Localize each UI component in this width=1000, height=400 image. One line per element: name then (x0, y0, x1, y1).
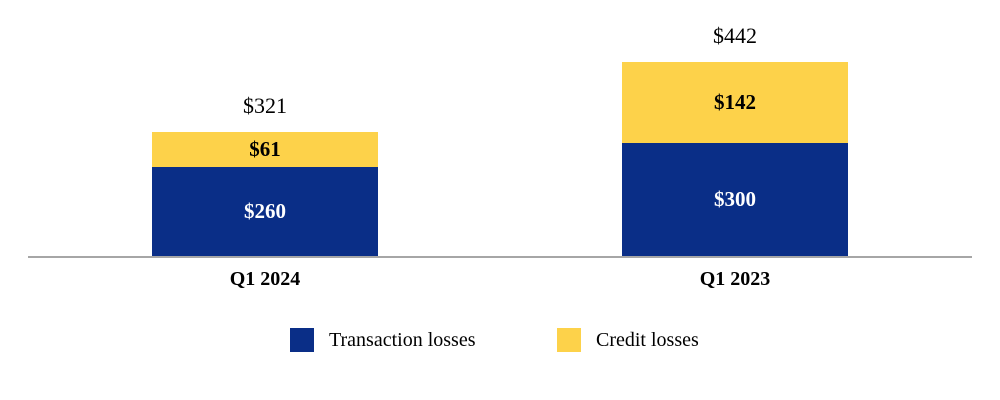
legend-item-transaction-losses: Transaction losses (290, 328, 475, 352)
total-label-q1-2024: $321 (243, 93, 287, 118)
category-label-q1-2024: Q1 2024 (229, 268, 301, 290)
x-axis-line (28, 256, 972, 258)
bar-q1-2024: $61 $260 (152, 132, 378, 256)
legend-swatch-credit-losses (557, 328, 581, 352)
bar-q1-2023: $142 $300 (622, 62, 848, 256)
category-label-q1-2023: Q1 2023 (699, 268, 771, 290)
bar-segment-credit-losses-q1-2024: $61 (152, 132, 378, 167)
legend-label-transaction-losses: Transaction losses (329, 328, 476, 351)
bar-segment-credit-losses-q1-2023: $142 (622, 62, 848, 143)
total-label-q1-2023: $442 (713, 23, 757, 48)
legend-swatch-transaction-losses (290, 328, 314, 352)
legend-label-credit-losses: Credit losses (596, 328, 699, 351)
legend-item-credit-losses: Credit losses (557, 328, 699, 352)
bar-segment-transaction-losses-q1-2024: $260 (152, 167, 378, 256)
bar-segment-transaction-losses-q1-2023: $300 (622, 143, 848, 256)
